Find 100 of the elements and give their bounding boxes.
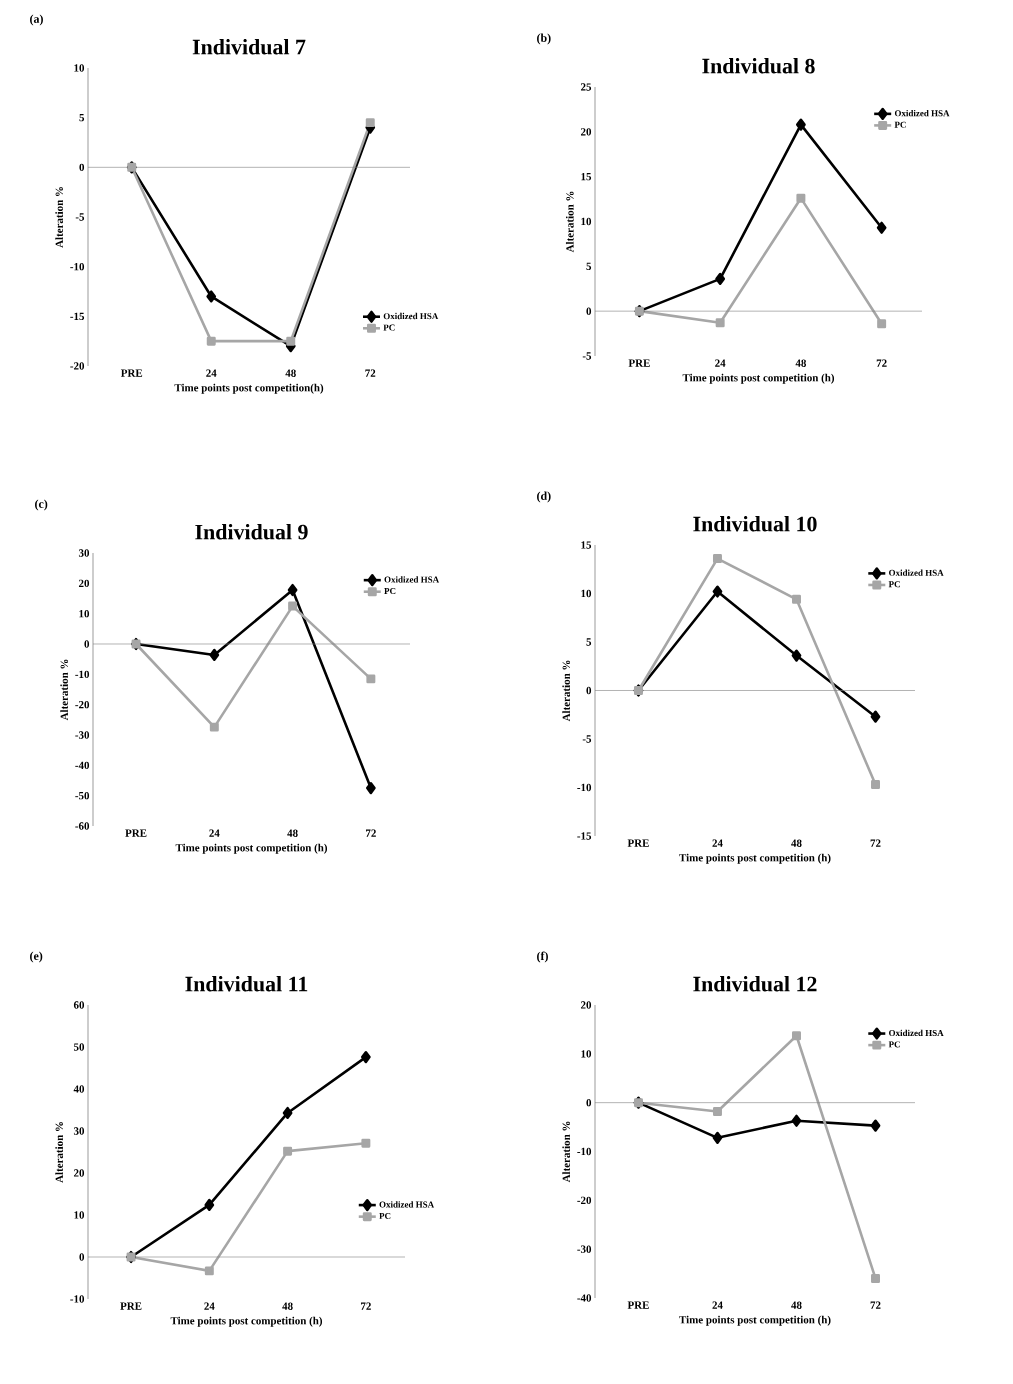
x-tick-label: 24 <box>712 1301 723 1309</box>
x-tick-label: 72 <box>870 1301 881 1309</box>
point <box>209 722 219 732</box>
y-tick-label: 20 <box>78 579 90 588</box>
chart-title: Individual 7 <box>192 39 306 55</box>
x-tick-label: 24 <box>715 359 726 367</box>
y-tick-label: -10 <box>577 783 592 792</box>
y-tick-label: 10 <box>581 217 592 226</box>
point <box>287 583 298 597</box>
y-tick-label: -5 <box>75 213 85 221</box>
point <box>366 674 376 684</box>
y-tick-label: 20 <box>73 1169 85 1177</box>
x-axis-title: Time points post competition (h) <box>175 843 328 854</box>
text: (b) <box>537 33 551 45</box>
x-tick-label: PRE <box>628 359 650 367</box>
point <box>715 318 725 328</box>
x-tick-label: 24 <box>712 839 723 847</box>
y-axis-title: Alteration % <box>565 191 574 253</box>
y-tick-label: 15 <box>581 541 592 549</box>
point <box>288 601 298 611</box>
point <box>870 1119 881 1132</box>
x-tick-label: 24 <box>206 369 217 377</box>
point <box>796 118 806 131</box>
point <box>870 710 881 723</box>
y-axis-title: Alteration % <box>562 660 571 722</box>
x-tick-label: PRE <box>627 1301 649 1309</box>
x-tick-label: 72 <box>870 839 881 847</box>
y-tick-label: 40 <box>73 1085 85 1093</box>
y-axis-title: Alteration % <box>55 187 64 248</box>
chart-title: Individual 9 <box>195 524 308 540</box>
legend-label: PC <box>379 1212 391 1219</box>
point <box>877 319 887 329</box>
y-tick-label: -40 <box>75 761 90 770</box>
y-tick-label: 20 <box>580 1001 592 1009</box>
point <box>712 1106 722 1116</box>
x-tick-label: PRE <box>627 839 649 847</box>
y-tick-label: 15 <box>581 172 592 181</box>
chart-title: Individual 11 <box>185 976 308 992</box>
y-tick-label: 10 <box>581 589 592 598</box>
point <box>206 290 217 303</box>
x-tick-label: 48 <box>287 829 298 837</box>
y-tick-label: 50 <box>73 1043 85 1051</box>
legend-label: PC <box>384 588 396 595</box>
legend-label: Oxidized HSA <box>894 110 950 117</box>
y-tick-label: -15 <box>70 312 85 320</box>
legend-label: Oxidized HSA <box>383 312 439 320</box>
point <box>792 1031 801 1041</box>
y-tick-label: -30 <box>75 731 90 739</box>
y-tick-label: 0 <box>79 1253 85 1261</box>
x-tick-label: 48 <box>795 359 807 367</box>
chart-title: Individual 12 <box>693 976 817 992</box>
chart-title: Individual 10 <box>693 516 817 532</box>
y-tick-label: -60 <box>75 822 90 830</box>
point <box>871 1273 880 1283</box>
y-axis-title: Alteration % <box>55 1122 64 1183</box>
x-axis-title: Time points post competition (h) <box>682 373 835 384</box>
y-tick-label: 20 <box>580 128 592 136</box>
x-tick-label: 48 <box>285 369 296 377</box>
point <box>361 1138 371 1148</box>
y-tick-label: -40 <box>577 1294 592 1302</box>
y-tick-label: -15 <box>577 832 592 840</box>
y-tick-label: -20 <box>577 1196 592 1205</box>
text: (e) <box>30 951 43 963</box>
point <box>204 1266 214 1276</box>
y-tick-label: 0 <box>586 686 592 695</box>
point <box>712 585 723 598</box>
y-tick-label: -30 <box>577 1245 592 1253</box>
y-tick-label: 30 <box>78 549 90 557</box>
legend-label: PC <box>894 121 906 128</box>
y-axis-title: Alteration % <box>60 659 69 721</box>
x-axis-title: Time points post competition (h) <box>679 1315 831 1326</box>
point <box>286 336 296 346</box>
point <box>283 1146 293 1156</box>
y-tick-label: -10 <box>70 1295 85 1303</box>
point <box>282 1106 293 1120</box>
legend-label: PC <box>888 581 900 588</box>
legend-label: PC <box>888 1041 900 1048</box>
point <box>712 1131 723 1144</box>
y-tick-label: 10 <box>581 1050 592 1058</box>
chart-title: Individual 8 <box>702 58 815 74</box>
text: (d) <box>537 491 551 503</box>
point <box>365 118 375 128</box>
y-tick-label: 5 <box>586 262 592 270</box>
y-tick-label: 5 <box>586 638 592 646</box>
y-tick-label: 30 <box>73 1127 85 1135</box>
x-tick-label: 48 <box>791 1301 802 1309</box>
x-axis-title: Time points post competition (h) <box>170 1316 323 1327</box>
x-tick-label: PRE <box>125 829 147 837</box>
text: (a) <box>30 14 43 26</box>
y-tick-label: 0 <box>84 640 90 648</box>
y-tick-label: -10 <box>70 262 85 271</box>
point <box>791 649 802 662</box>
point <box>715 272 726 285</box>
y-tick-label: -20 <box>70 362 85 370</box>
point <box>712 554 722 564</box>
legend-label: Oxidized HSA <box>384 576 440 583</box>
x-tick-label: 72 <box>361 1302 371 1310</box>
point <box>360 1051 371 1064</box>
y-tick-label: 0 <box>79 163 85 172</box>
y-tick-label: 0 <box>586 307 592 315</box>
